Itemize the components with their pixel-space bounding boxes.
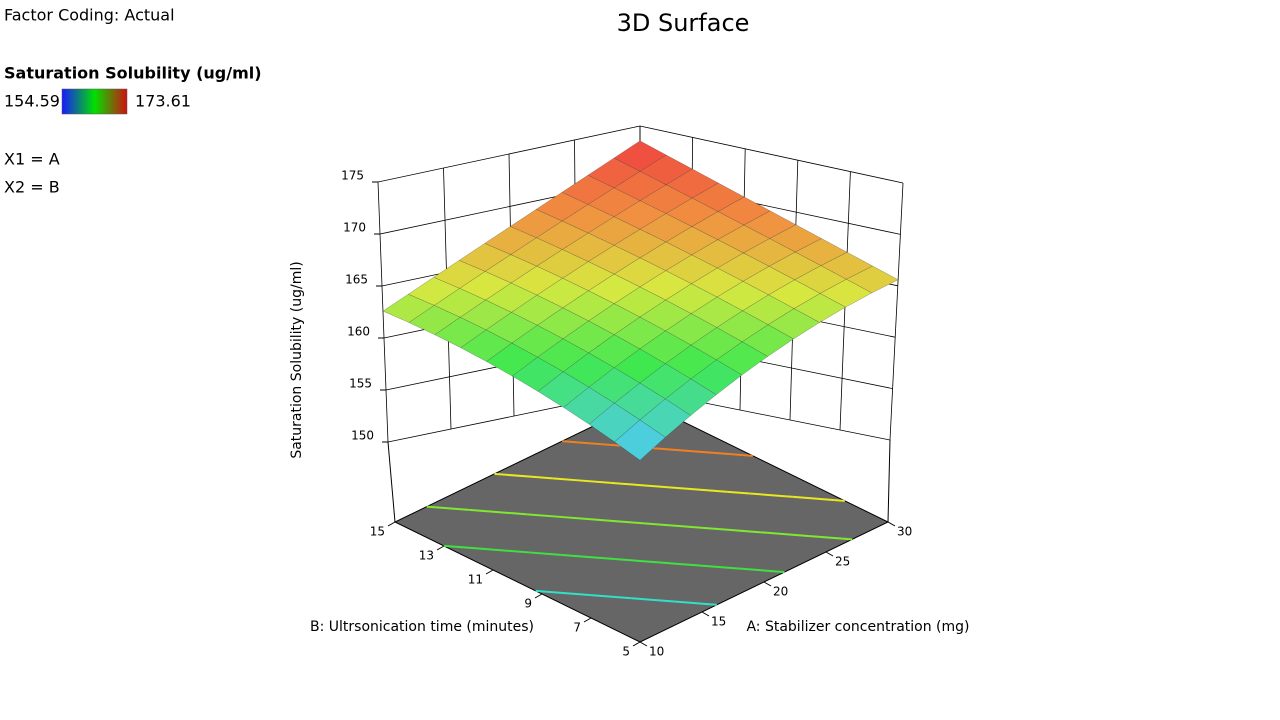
contour-line — [619, 558, 657, 564]
y-axis-label: B: Ultrsonication time (minutes) — [310, 619, 534, 635]
chart-title: 3D Surface — [617, 9, 750, 37]
grid-line — [377, 181, 389, 443]
x-tick-label: 15 — [711, 615, 726, 629]
contour-line — [585, 517, 598, 521]
contour-line — [834, 499, 845, 502]
y-tick-label: 15 — [370, 525, 385, 539]
y-tick-label: 7 — [573, 621, 581, 635]
contour-line — [647, 446, 690, 452]
contour-line — [809, 535, 820, 538]
contour-line — [561, 440, 578, 444]
factor-label: X2 = B — [4, 178, 60, 197]
contour-line — [529, 551, 561, 556]
contour-line — [674, 600, 712, 606]
contour-line — [546, 590, 590, 596]
colorbar — [61, 88, 128, 115]
y-tick — [485, 569, 494, 575]
contour-line — [707, 489, 728, 493]
contour-line — [527, 513, 555, 518]
x-tick — [763, 581, 772, 587]
surface-cell — [614, 419, 666, 461]
contour-line — [494, 472, 538, 479]
z-axis-label: Saturation Solubility (ug/ml) — [289, 261, 305, 458]
contour-line — [727, 490, 750, 495]
x-tick — [825, 551, 834, 557]
x-tick — [887, 521, 896, 527]
contour-line — [502, 549, 530, 554]
y-tick-label: 13 — [419, 549, 434, 563]
z-tick-label: 170 — [343, 221, 366, 235]
x-tick-label: 10 — [649, 645, 664, 659]
x-axis-label: A: Stabilizer concentration (mg) — [746, 619, 969, 635]
y-tick — [387, 521, 396, 527]
contour-line — [621, 482, 665, 488]
contour-line — [819, 535, 853, 541]
colorbar-title: Saturation Solubility (ug/ml) — [4, 64, 262, 83]
factor-coding: Factor Coding: Actual — [4, 6, 175, 25]
contour-line — [702, 526, 725, 531]
y-tick-label: 9 — [524, 597, 532, 611]
contour-line — [681, 525, 703, 529]
contour-line — [741, 567, 785, 574]
x-tick — [639, 641, 648, 647]
z-tick-label: 160 — [347, 325, 370, 339]
z-tick-label: 165 — [345, 273, 368, 287]
contour-line — [596, 518, 640, 524]
contour-line — [699, 564, 737, 570]
x-tick — [701, 611, 710, 617]
contour-line — [724, 528, 762, 534]
factor-label: X1 = A — [4, 150, 60, 169]
contour-line — [560, 553, 572, 557]
grid-line — [889, 182, 904, 441]
contour-line — [469, 508, 512, 515]
contour-line — [535, 589, 547, 593]
z-tick-label: 155 — [349, 377, 372, 391]
contour-line — [577, 441, 605, 446]
x-tick-label: 25 — [835, 555, 850, 569]
contour-line — [444, 544, 487, 551]
contour-line — [652, 598, 675, 603]
z-tick-label: 150 — [351, 429, 374, 443]
contour-line — [694, 450, 733, 456]
y-tick — [436, 545, 445, 551]
y-tick — [583, 617, 592, 623]
y-tick-label: 11 — [468, 573, 483, 587]
y-tick — [534, 593, 543, 599]
contour-line — [669, 486, 708, 492]
x-tick-label: 30 — [897, 525, 912, 539]
colorbar-max: 173.61 — [135, 92, 191, 111]
contour-line — [536, 476, 553, 480]
colorbar-min: 154.59 — [4, 92, 60, 111]
box-edge — [887, 439, 891, 523]
contour-line — [511, 512, 528, 516]
contour-line — [677, 562, 700, 567]
contour-line — [593, 594, 632, 600]
contour-line — [552, 477, 580, 482]
y-tick — [632, 641, 641, 647]
y-tick-label: 5 — [622, 645, 630, 659]
contour-line — [610, 481, 623, 485]
box-edge — [387, 441, 396, 523]
contour-line — [749, 492, 787, 498]
contour-line — [644, 522, 683, 528]
contour-line — [571, 554, 615, 560]
contour-line — [426, 505, 469, 511]
z-tick-label: 175 — [341, 169, 364, 183]
contour-line — [554, 515, 586, 520]
contour-line — [486, 548, 503, 552]
contour-line — [732, 453, 754, 457]
contour-line — [767, 531, 810, 538]
contour-line — [792, 495, 835, 502]
contour-line — [579, 479, 611, 484]
contour-line — [631, 597, 653, 601]
contour-line — [656, 561, 678, 565]
x-tick-label: 20 — [773, 585, 788, 599]
